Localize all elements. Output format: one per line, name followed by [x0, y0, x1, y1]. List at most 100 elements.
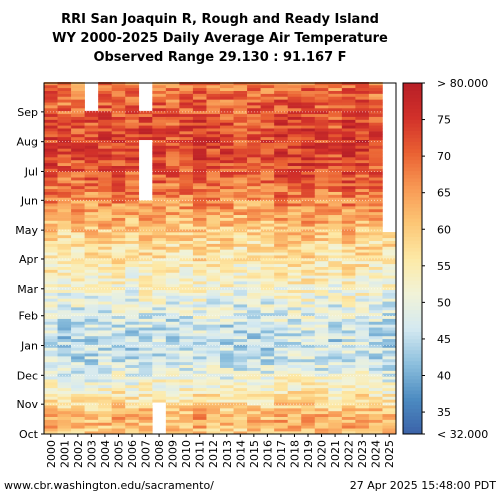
- heatmap-cell: [260, 128, 275, 132]
- heatmap-cell: [233, 312, 248, 317]
- heatmap-cell: [98, 183, 112, 187]
- heatmap-cell: [247, 145, 261, 149]
- heatmap-cell: [382, 376, 397, 380]
- heatmap-cell: [301, 379, 316, 383]
- heatmap-cell: [260, 162, 275, 166]
- heatmap-cell: [111, 229, 126, 233]
- heatmap-cell: [179, 206, 194, 210]
- heatmap-cell: [165, 246, 180, 250]
- heatmap-cell: [44, 220, 58, 224]
- heatmap-cell: [368, 324, 383, 328]
- heatmap-cell: [179, 324, 194, 328]
- heatmap-cell: [152, 84, 167, 89]
- heatmap-cell: [274, 266, 288, 270]
- footer-url[interactable]: www.cbr.washington.edu/sacramento/: [4, 479, 214, 492]
- heatmap-cell: [341, 318, 356, 322]
- heatmap-cell: [328, 344, 343, 348]
- heatmap-cell: [301, 185, 316, 190]
- heatmap-cell: [84, 393, 99, 397]
- heatmap-cell: [368, 232, 383, 236]
- heatmap-cell: [179, 142, 194, 146]
- heatmap-cell: [328, 214, 343, 218]
- heatmap-cell: [368, 93, 383, 97]
- heatmap-cell: [287, 113, 302, 117]
- heatmap-cell: [220, 240, 234, 244]
- heatmap-cell: [314, 330, 329, 334]
- colorbar-segment: [403, 174, 422, 179]
- heatmap-cell: [44, 194, 58, 198]
- heatmap-cell: [260, 350, 275, 354]
- heatmap-cell: [247, 185, 261, 190]
- heatmap-cell: [206, 330, 221, 334]
- heatmap-cell: [57, 240, 72, 244]
- heatmap-cell: [260, 364, 275, 368]
- heatmap-cell: [71, 379, 85, 383]
- heatmap-cell: [220, 232, 234, 236]
- heatmap-cell: [179, 90, 194, 94]
- heatmap-cell: [125, 99, 140, 103]
- heatmap-cell: [206, 361, 221, 366]
- heatmap-cell: [57, 399, 72, 403]
- heatmap-cell: [165, 258, 180, 262]
- heatmap-cell: [287, 289, 302, 293]
- heatmap-cell: [233, 266, 248, 270]
- heatmap-cell: [44, 350, 58, 354]
- heatmap-cell: [71, 416, 85, 420]
- heatmap-cell: [165, 128, 180, 132]
- heatmap-cell: [247, 307, 261, 311]
- heatmap-cell: [287, 315, 302, 319]
- heatmap-cell: [179, 93, 194, 97]
- heatmap-cell: [111, 214, 126, 218]
- heatmap-cell: [328, 226, 343, 230]
- heatmap-cell: [57, 373, 72, 377]
- heatmap-cell: [301, 128, 316, 132]
- heatmap-cell: [274, 361, 288, 366]
- heatmap-cell: [301, 246, 316, 250]
- heatmap-cell: [165, 90, 180, 94]
- heatmap-cell: [341, 405, 356, 409]
- heatmap-cell: [314, 376, 329, 380]
- heatmap-cell: [57, 309, 72, 314]
- heatmap-cell: [355, 255, 370, 259]
- heatmap-cell: [220, 90, 234, 94]
- heatmap-cell: [341, 370, 356, 374]
- heatmap-cell: [287, 260, 302, 265]
- heatmap-cell: [301, 180, 316, 184]
- heatmap-cell: [287, 188, 302, 192]
- heatmap-cell: [165, 151, 180, 155]
- heatmap-cell: [287, 162, 302, 166]
- heatmap-cell: [328, 260, 343, 265]
- heatmap-cell: [274, 298, 288, 302]
- heatmap-cell: [368, 110, 383, 115]
- heatmap-cell: [341, 226, 356, 230]
- heatmap-cell: [260, 384, 275, 389]
- heatmap-cell: [355, 413, 370, 417]
- heatmap-cell: [368, 358, 383, 363]
- heatmap-cell: [111, 382, 126, 386]
- heatmap-cell: [192, 258, 207, 262]
- heatmap-cell: [233, 255, 248, 259]
- heatmap-cell: [341, 90, 356, 94]
- heatmap-cell: [71, 113, 85, 117]
- heatmap-cell: [179, 379, 194, 383]
- heatmap-cell: [192, 333, 207, 337]
- heatmap-cell: [341, 307, 356, 311]
- heatmap-cell: [125, 237, 140, 241]
- heatmap-cell: [220, 353, 234, 357]
- heatmap-cell: [287, 246, 302, 250]
- heatmap-cell: [301, 116, 316, 120]
- heatmap-cell: [111, 194, 126, 198]
- heatmap-cell: [382, 428, 397, 432]
- heatmap-cell: [220, 136, 234, 141]
- heatmap-cell: [111, 272, 126, 276]
- heatmap-cell: [328, 119, 343, 123]
- heatmap-cell: [382, 246, 397, 250]
- heatmap-cell: [220, 249, 234, 253]
- heatmap-cell: [206, 263, 221, 267]
- heatmap-cell: [192, 286, 207, 291]
- heatmap-cell: [233, 119, 248, 123]
- heatmap-cell: [125, 165, 140, 169]
- heatmap-cell: [98, 82, 112, 86]
- heatmap-cell: [260, 93, 275, 97]
- heatmap-cell: [220, 315, 234, 319]
